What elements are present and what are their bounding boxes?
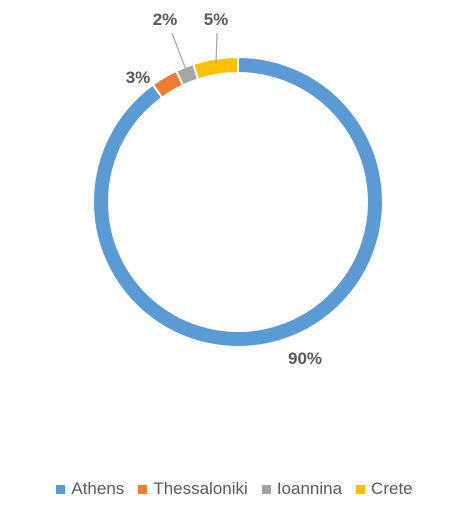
legend-swatch-athens xyxy=(56,484,66,494)
slice-crete xyxy=(191,55,239,81)
legend-item-athens: Athens xyxy=(56,479,124,499)
data-label-crete: 5% xyxy=(204,10,229,29)
slices-group xyxy=(92,55,384,348)
data-label-athens: 90% xyxy=(288,349,322,368)
leader-lines-group xyxy=(171,32,218,71)
data-label-thessaloniki: 3% xyxy=(126,68,151,87)
data-label-ioannina: 2% xyxy=(153,10,178,29)
leader-line-ioannina xyxy=(171,32,187,71)
legend-swatch-crete xyxy=(356,484,366,494)
legend: Athens Thessaloniki Ioannina Crete xyxy=(0,477,469,501)
legend-item-thessaloniki: Thessaloniki xyxy=(138,479,248,499)
leader-line-crete xyxy=(215,32,218,64)
data-labels-group: 90% 3% 2% 5% xyxy=(126,10,322,368)
legend-label-ioannina: Ioannina xyxy=(276,479,343,498)
legend-swatch-thessaloniki xyxy=(138,484,148,494)
legend-item-crete: Crete xyxy=(356,479,413,499)
legend-item-ioannina: Ioannina xyxy=(261,479,343,499)
legend-label-crete: Crete xyxy=(371,479,413,498)
legend-label-thessaloniki: Thessaloniki xyxy=(153,479,248,498)
legend-label-athens: Athens xyxy=(71,479,125,498)
slice-athens xyxy=(92,55,384,348)
legend-swatch-ioannina xyxy=(261,484,271,494)
